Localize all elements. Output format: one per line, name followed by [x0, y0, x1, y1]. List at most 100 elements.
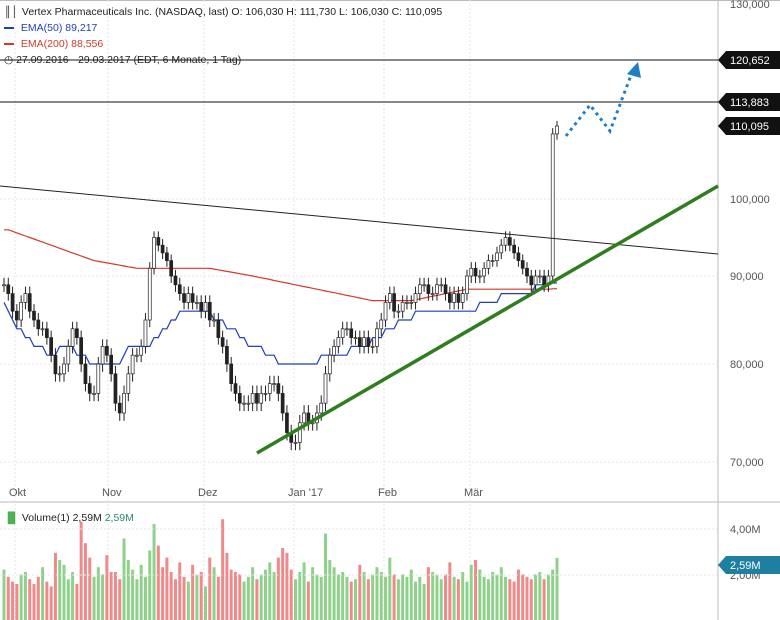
candle-body: [319, 402, 324, 414]
volume-bar: [143, 576, 147, 620]
volume-bar: [341, 572, 345, 620]
volume-bar: [62, 564, 66, 620]
volume-bar: [474, 560, 478, 620]
chart-header: ║│ Vertex Pharmaceuticals Inc. (NASDAQ, …: [4, 6, 442, 18]
ema50-line: [3, 282, 558, 365]
support-trendline: [256, 184, 719, 455]
candle-body: [100, 346, 105, 365]
price-level-label: 113,883: [730, 97, 769, 109]
volume-bar: [66, 579, 70, 620]
volume-bar: [444, 574, 448, 620]
ema50-swatch: [4, 27, 14, 30]
volume-bar: [238, 574, 242, 620]
price-level-badge: [718, 51, 780, 69]
volume-badge-label: 2,59M: [730, 560, 761, 572]
candle-body: [190, 293, 195, 303]
volume-bar: [182, 576, 186, 620]
candle-body: [507, 237, 512, 246]
candle-body: [362, 337, 366, 347]
volume-bar: [32, 584, 36, 620]
candle-body: [400, 302, 405, 312]
volume-bar: [302, 562, 306, 620]
legend-ema50: EMA(50) 89,217: [4, 22, 97, 34]
candle-body: [229, 363, 234, 384]
candle-body: [465, 275, 469, 294]
candle-body: [96, 363, 101, 394]
volume-bar: [311, 567, 315, 620]
volume-bar: [212, 567, 216, 620]
volume-bar: [221, 519, 225, 620]
candle-body: [336, 337, 341, 347]
volume-bar: [203, 586, 207, 620]
volume-bar: [529, 579, 533, 620]
price-level-label: 120,652: [730, 55, 770, 67]
volume-header: ▐▌ Volume(1) 2,59M 2,59M: [4, 512, 134, 524]
volume-bar: [418, 576, 422, 620]
candle-body: [53, 354, 58, 375]
candle-body: [75, 328, 79, 338]
candle-body: [327, 354, 332, 375]
ema200-line: [4, 229, 558, 302]
candle-body: [447, 293, 452, 303]
volume-bar: [165, 557, 169, 620]
volume-bar: [538, 572, 542, 620]
candle-body: [555, 125, 559, 135]
bar-chart-icon: ▐▌: [4, 512, 19, 524]
volume-bar: [79, 521, 83, 620]
volume-bar: [259, 574, 263, 620]
candle-body: [87, 383, 92, 394]
volume-bar: [251, 567, 255, 620]
candle-body: [473, 267, 478, 277]
volume-bar: [96, 567, 100, 620]
candle-body: [345, 328, 349, 331]
candle-body: [267, 383, 272, 394]
candle-body: [486, 260, 491, 269]
candle-body: [40, 328, 45, 331]
volume-bar: [11, 581, 15, 620]
volume-bar: [534, 574, 538, 620]
volume-bar: [465, 581, 469, 620]
candle-body: [246, 402, 251, 405]
candle-body: [516, 252, 521, 261]
volume-bar: [319, 576, 323, 620]
y-tick-label: 100,000: [730, 194, 770, 206]
ema50-label: EMA(50): [20, 22, 63, 34]
volume-bar: [285, 552, 289, 620]
candle-body: [15, 310, 19, 321]
candle-body: [156, 237, 161, 246]
volume-bar: [555, 557, 559, 620]
volume-bar: [379, 572, 383, 620]
volume-value-2: 2,59M: [104, 512, 134, 524]
volume-bar: [41, 567, 45, 620]
volume-bar: [426, 567, 430, 620]
volume-bar: [19, 574, 23, 620]
volume-bar: [126, 560, 130, 620]
volume-bar: [263, 569, 267, 620]
candle-body: [379, 319, 384, 330]
volume-bar: [49, 586, 53, 620]
candle-body: [370, 346, 375, 348]
volume-bar: [75, 584, 79, 620]
candle-body: [353, 337, 358, 339]
volume-bar: [135, 579, 139, 620]
candle-body: [417, 284, 422, 294]
volume-bar: [409, 569, 413, 620]
volume-bar: [358, 564, 362, 620]
ema50-value: 89,217: [65, 22, 98, 34]
candle-body: [529, 275, 534, 286]
x-tick-label: Mär: [464, 487, 483, 499]
candle-body: [263, 393, 268, 395]
candle-body: [323, 373, 328, 404]
candle-body: [19, 302, 23, 321]
candle-body: [405, 302, 409, 304]
volume-bar: [439, 579, 443, 620]
volume-bar: [272, 572, 276, 620]
candle-body: [220, 337, 225, 347]
volume-bar: [431, 572, 435, 620]
candle-body: [49, 337, 54, 356]
candle-body: [126, 373, 131, 394]
volume-bar: [336, 574, 340, 620]
candle-body: [225, 346, 229, 365]
chart-title: Vertex Pharmaceuticals Inc. (NASDAQ, las…: [21, 6, 229, 18]
